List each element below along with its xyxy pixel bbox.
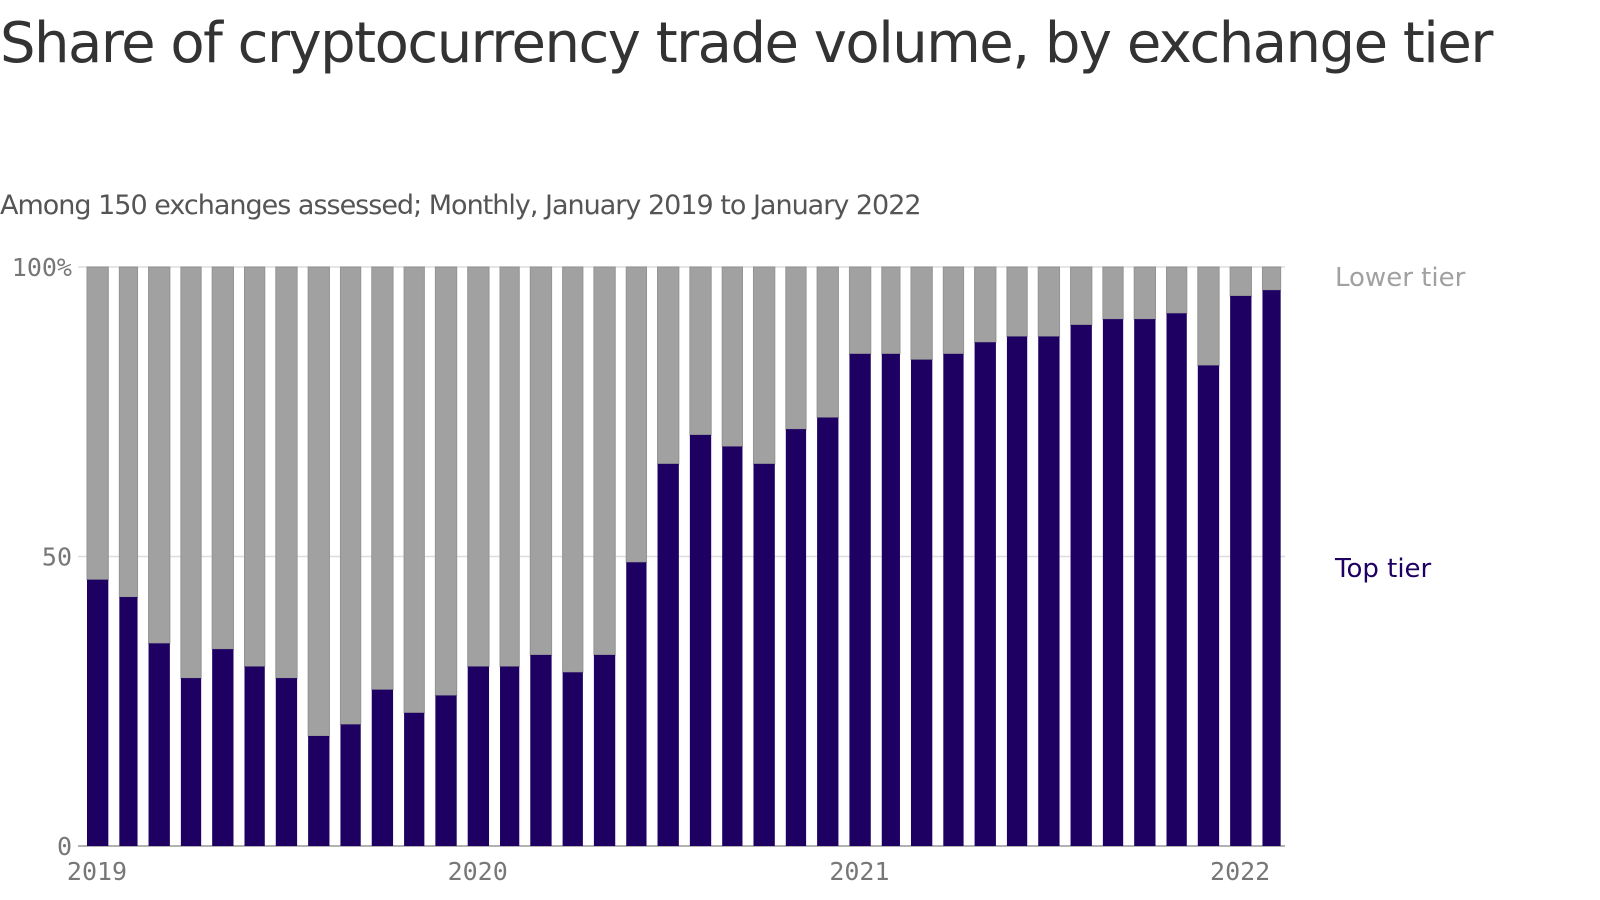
bar-lower-tier xyxy=(148,266,171,644)
bar-top-tier xyxy=(562,672,583,846)
bar-lower-tier xyxy=(562,266,584,673)
bar-lower-tier xyxy=(211,266,234,650)
bar-top-tier xyxy=(657,463,679,846)
bar-top-tier xyxy=(180,678,202,846)
bar-top-tier xyxy=(1102,319,1124,846)
bar-top-tier xyxy=(881,353,900,846)
bar-lower-tier xyxy=(86,266,109,581)
bar-lower-tier xyxy=(881,266,901,355)
bar-lower-tier xyxy=(307,266,330,737)
bar-lower-tier xyxy=(371,266,394,691)
bar-top-tier xyxy=(500,666,520,846)
bar-top-tier xyxy=(849,353,871,846)
bar-lower-tier xyxy=(593,266,616,656)
bar-lower-tier xyxy=(625,266,648,563)
bar-top-tier xyxy=(689,434,712,846)
bar-lower-tier xyxy=(1006,266,1028,337)
bar-top-tier xyxy=(722,446,743,846)
bar-lower-tier xyxy=(529,266,553,656)
y-tick-label: 50 xyxy=(42,543,72,572)
x-tick-label: 2022 xyxy=(1210,857,1270,886)
bar-top-tier xyxy=(1134,319,1156,846)
y-tick-label: 100% xyxy=(12,253,72,282)
bar-top-tier xyxy=(1038,336,1060,846)
bar-top-tier xyxy=(467,666,490,846)
bar-lower-tier xyxy=(974,266,997,343)
bar-top-tier xyxy=(626,562,647,846)
bar-top-tier xyxy=(1006,336,1028,846)
bar-lower-tier xyxy=(118,266,139,598)
bar-lower-tier xyxy=(848,266,872,355)
bar-lower-tier xyxy=(275,266,298,679)
bar-top-tier xyxy=(340,724,361,846)
x-tick-label: 2021 xyxy=(829,857,889,886)
bar-lower-tier xyxy=(816,266,839,419)
bar-top-tier xyxy=(530,654,552,846)
bar-top-tier xyxy=(371,689,394,846)
x-tick-label: 2020 xyxy=(448,857,508,886)
bar-lower-tier xyxy=(180,266,202,679)
bar-top-tier xyxy=(275,678,298,846)
bar-top-tier xyxy=(1166,313,1187,846)
bar-lower-tier xyxy=(752,266,776,465)
bar-lower-tier xyxy=(1037,266,1061,337)
bar-top-tier xyxy=(785,429,807,846)
bar-lower-tier xyxy=(1102,266,1124,320)
bar-lower-tier xyxy=(403,266,425,714)
bar-lower-tier xyxy=(434,266,458,696)
bar-top-tier xyxy=(943,353,964,846)
bar-lower-tier xyxy=(339,266,362,725)
y-tick-label: 0 xyxy=(57,832,72,861)
legend-label-top-tier: Top tier xyxy=(1334,554,1432,584)
bar-top-tier xyxy=(817,417,839,846)
bar-lower-tier xyxy=(243,266,266,668)
legend-label-lower-tier: Lower tier xyxy=(1335,263,1466,293)
bar-top-tier xyxy=(593,654,616,846)
bar-lower-tier xyxy=(785,266,807,430)
bar-lower-tier xyxy=(1133,266,1157,320)
bar-lower-tier xyxy=(657,266,680,465)
bar-top-tier xyxy=(119,597,138,846)
bar-lower-tier xyxy=(1229,266,1252,297)
bar-top-tier xyxy=(435,695,457,846)
bar-top-tier xyxy=(1230,295,1252,846)
bar-top-tier xyxy=(87,579,109,846)
bar-lower-tier xyxy=(467,266,490,668)
x-tick-label: 2019 xyxy=(67,857,127,886)
bar-top-tier xyxy=(308,735,330,846)
bar-top-tier xyxy=(910,359,933,846)
bar-top-tier xyxy=(404,712,425,846)
bar-top-tier xyxy=(753,463,775,846)
bar-lower-tier xyxy=(910,266,933,361)
bar-lower-tier xyxy=(1197,266,1220,366)
chart-subtitle: Among 150 exchanges assessed; Monthly, J… xyxy=(0,190,922,221)
bar-lower-tier xyxy=(1261,266,1282,291)
bar-lower-tier xyxy=(721,266,743,447)
bar-lower-tier xyxy=(499,266,520,668)
bar-top-tier xyxy=(974,342,996,846)
bar-lower-tier xyxy=(942,266,965,355)
bar-top-tier xyxy=(148,643,170,846)
bar-top-tier xyxy=(244,666,265,846)
bar-top-tier xyxy=(1262,290,1281,846)
bar-top-tier xyxy=(1197,365,1220,846)
bar-lower-tier xyxy=(1166,266,1188,314)
chart-title: Share of cryptocurrency trade volume, by… xyxy=(0,11,1493,76)
bar-lower-tier xyxy=(1070,266,1093,326)
bar-lower-tier xyxy=(689,266,712,436)
bar-top-tier xyxy=(1070,324,1092,846)
bar-top-tier xyxy=(212,649,234,846)
